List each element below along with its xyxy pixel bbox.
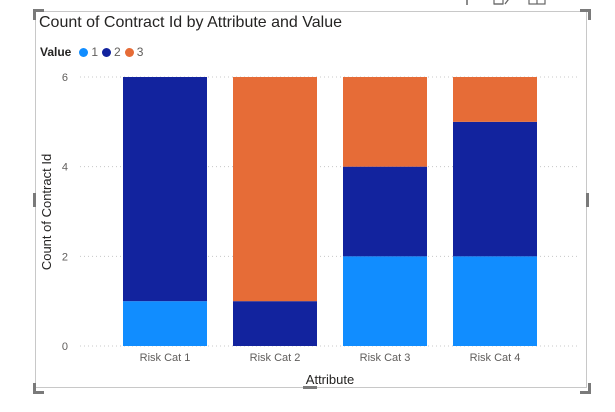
bar-risk-cat-1-value-2[interactable] <box>123 77 207 302</box>
bar-risk-cat-4-value-1[interactable] <box>453 256 537 346</box>
resize-handle-top-left[interactable] <box>33 9 44 20</box>
y-tick-label: 4 <box>62 162 68 174</box>
resize-handle-bottom-right[interactable] <box>580 383 591 394</box>
bar-risk-cat-4-value-3[interactable] <box>453 77 537 122</box>
legend-label-3: 3 <box>136 45 144 59</box>
pin-icon[interactable] <box>462 0 472 6</box>
chart-title: Count of Contract Id by Attribute and Va… <box>39 14 342 31</box>
resize-handle-right[interactable] <box>586 193 589 207</box>
y-tick-label: 0 <box>62 341 68 353</box>
y-tick-label: 6 <box>62 72 68 84</box>
legend-item-1[interactable]: 1 <box>79 45 98 59</box>
legend-marker-2 <box>102 47 112 57</box>
edit-icon[interactable] <box>493 0 513 6</box>
legend-item-3[interactable]: 3 <box>124 45 144 59</box>
bar-risk-cat-3-value-2[interactable] <box>343 166 427 257</box>
resize-handle-top-right[interactable] <box>580 9 591 20</box>
x-tick-label: Risk Cat 3 <box>360 352 411 364</box>
legend-title: Value <box>40 45 72 59</box>
resize-handle-left[interactable] <box>33 193 36 207</box>
bar-risk-cat-1-value-1[interactable] <box>123 301 207 346</box>
x-tick-label: Risk Cat 2 <box>250 352 301 364</box>
legend-marker-3 <box>124 47 134 57</box>
resize-handle-bottom[interactable] <box>303 386 317 389</box>
x-axis-title: Attribute <box>306 372 354 387</box>
chart-legend: Value 1 2 3 <box>40 45 147 59</box>
legend-marker-1 <box>79 47 89 57</box>
bar-risk-cat-3-value-1[interactable] <box>343 256 427 346</box>
bar-risk-cat-3-value-3[interactable] <box>343 77 427 167</box>
x-tick-label: Risk Cat 1 <box>140 352 191 364</box>
bar-risk-cat-4-value-2[interactable] <box>453 121 537 257</box>
y-axis-title: Count of Contract Id <box>39 154 54 270</box>
legend-label-2: 2 <box>114 45 121 59</box>
resize-handle-bottom-left[interactable] <box>33 383 44 394</box>
legend-label-1: 1 <box>91 45 99 59</box>
bar-risk-cat-2-value-2[interactable] <box>233 301 317 346</box>
layout-icon[interactable] <box>528 0 546 6</box>
x-tick-label: Risk Cat 4 <box>470 352 521 364</box>
y-tick-label: 2 <box>62 251 68 263</box>
bar-risk-cat-2-value-3[interactable] <box>233 77 317 302</box>
legend-item-2[interactable]: 2 <box>102 45 121 59</box>
